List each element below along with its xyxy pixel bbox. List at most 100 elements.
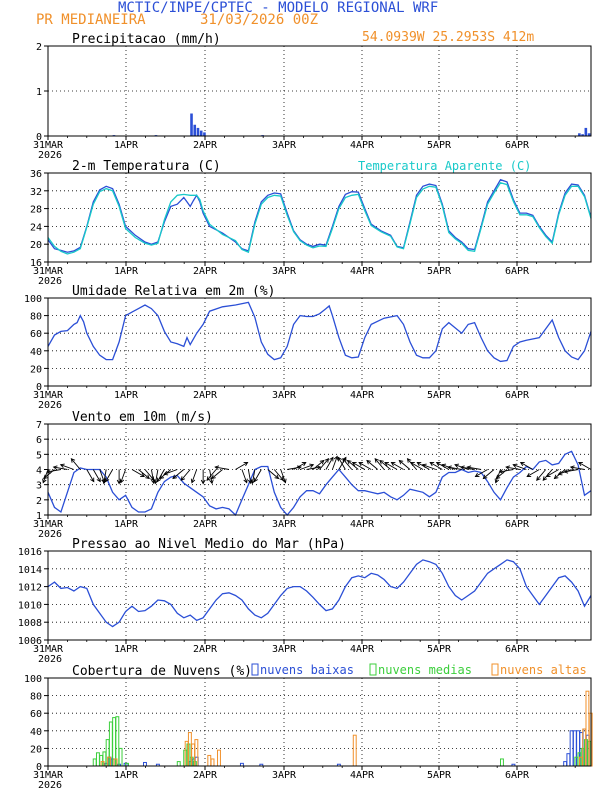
wind-arrow-head: [90, 477, 95, 483]
wind-arrow-head: [441, 463, 447, 469]
wind-arrow-head: [211, 474, 216, 480]
wind-arrow: [293, 462, 306, 470]
x-tick-label: 5APR: [427, 140, 452, 151]
wind-arrow-head: [42, 478, 47, 484]
x-tick-label: 2APR: [193, 644, 218, 655]
wind-arrow-head: [569, 465, 575, 470]
x-tick-label: 2APR: [193, 519, 218, 530]
wind-arrow: [163, 469, 178, 475]
wind-arrow: [267, 469, 279, 479]
wind-arrow-head: [435, 462, 441, 467]
wind-arrow-head: [553, 474, 559, 480]
wind-arrow: [513, 464, 527, 470]
wind-arrow: [564, 469, 579, 473]
precip-bar: [193, 124, 197, 136]
y-tick-label: 24: [30, 222, 42, 233]
x-tick-label: 3APR: [272, 140, 297, 151]
wind-arrow: [206, 469, 217, 481]
x-tick-label: 4APR: [350, 266, 375, 277]
wind-arrow: [215, 466, 230, 470]
x-tick-label: 1APR: [114, 390, 139, 401]
x-tick-label: 5APR: [427, 770, 452, 781]
wind-arrow-head: [459, 465, 465, 470]
panel-precip: [44, 45, 592, 140]
wind-arrow: [247, 469, 252, 484]
series-line-temperatura-aparente: [47, 182, 592, 255]
wind-arrow-head: [52, 465, 58, 470]
panel-title: Precipitacao (mm/h): [72, 32, 221, 47]
wind-arrow: [520, 462, 534, 470]
wind-arrow-head: [536, 476, 541, 481]
wind-arrow-head: [429, 462, 435, 467]
y-tick-label: 16: [30, 258, 42, 269]
panel-press: [44, 550, 592, 644]
wind-arrow: [374, 458, 385, 470]
wind-arrow: [410, 462, 424, 470]
x-tick-label: 4APR: [350, 140, 375, 151]
wind-arrow-head: [409, 462, 415, 467]
wind-arrow-head: [505, 465, 511, 470]
wind-arrow: [447, 466, 462, 470]
y-tick-label: 0: [36, 132, 42, 143]
wind-arrow: [467, 466, 482, 470]
y-tick-label: 100: [24, 674, 42, 685]
wind-arrow: [352, 462, 365, 470]
x-tick-label: 2APR: [193, 770, 218, 781]
wind-arrow: [150, 469, 155, 484]
wind-arrow-head: [474, 472, 480, 477]
precip-bar: [190, 113, 193, 136]
panel-title: Pressao ao Nivel Medio do Mar (hPa): [72, 537, 346, 552]
cloud-low-bar: [569, 730, 574, 767]
y-tick-label: 0: [36, 762, 42, 773]
y-tick-label: 1010: [18, 600, 42, 611]
x-tick-label: 6APR: [505, 266, 530, 277]
wind-arrow-head: [96, 477, 101, 483]
wind-arrow-head: [390, 462, 396, 467]
wind-arrow-head: [342, 458, 347, 463]
legend-label: Temperatura Aparente (C): [358, 159, 531, 173]
x-year-label: 2026: [38, 400, 62, 411]
y-tick-label: 5: [36, 450, 42, 461]
y-tick-label: 1016: [18, 547, 42, 558]
x-tick-label: 6APR: [505, 644, 530, 655]
wind-arrow-head: [495, 474, 501, 480]
wind-arrow: [483, 469, 495, 479]
wind-arrow: [211, 469, 223, 479]
wind-arrow-head: [172, 474, 178, 480]
wind-arrow: [172, 469, 185, 479]
panel-clouds: [44, 663, 593, 770]
panel-frame: [47, 677, 592, 767]
y-tick-label: 40: [30, 347, 42, 358]
x-tick-label: 31MAR: [33, 644, 64, 655]
wind-arrow-head: [374, 458, 380, 463]
y-tick-label: 28: [30, 205, 42, 216]
cloud-mid-bar: [95, 752, 100, 767]
wind-arrow: [273, 469, 284, 481]
wind-arrow-head: [366, 459, 371, 465]
y-tick-label: 0: [36, 382, 42, 393]
y-tick-label: 80: [30, 312, 42, 323]
wind-arrow-head: [545, 472, 551, 477]
precip-bar: [587, 133, 591, 136]
y-tick-label: 20: [30, 744, 42, 755]
x-tick-label: 6APR: [505, 770, 530, 781]
wind-arrow-head: [512, 463, 518, 469]
x-tick-label: 31MAR: [33, 140, 64, 151]
wind-arrow: [319, 458, 329, 470]
x-tick-label: 2APR: [193, 266, 218, 277]
wind-arrow-head: [421, 463, 427, 469]
wind-arrow-head: [542, 476, 548, 481]
legend-label: nuvens altas: [500, 663, 587, 677]
wind-arrow: [398, 460, 411, 470]
wind-arrow-head: [119, 478, 125, 484]
wind-arrow-head: [243, 478, 248, 484]
x-tick-label: 4APR: [350, 644, 375, 655]
station-name: PR MEDIANEIRA: [36, 12, 146, 28]
wind-arrow: [253, 469, 262, 482]
station-location: 54.0939W 25.2953S 412m: [362, 30, 535, 45]
wind-arrow: [347, 460, 359, 470]
wind-arrow: [103, 469, 107, 484]
x-tick-label: 4APR: [350, 770, 375, 781]
wind-arrow-head: [398, 459, 404, 465]
